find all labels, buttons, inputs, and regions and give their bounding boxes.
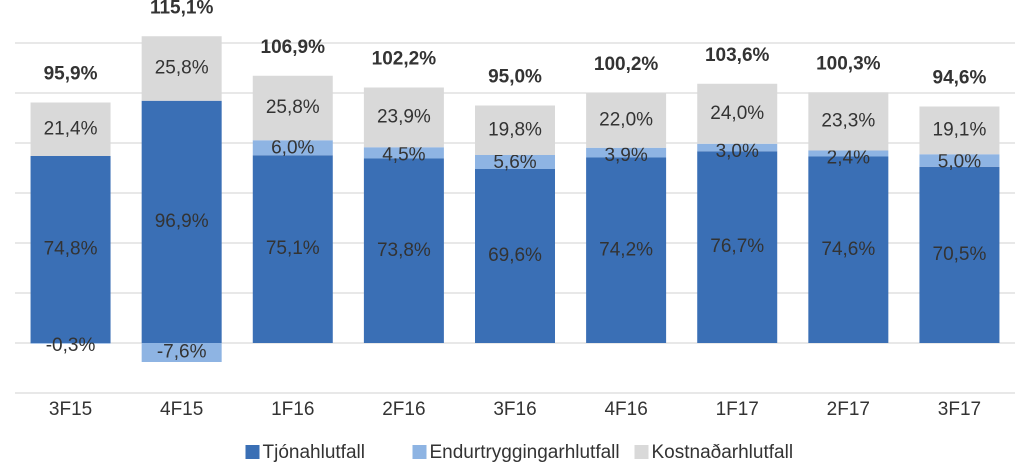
data-label: 70,5%	[933, 244, 987, 265]
bar-segment	[30, 156, 111, 343]
data-label: 25,8%	[155, 58, 209, 79]
legend-label: Kostnaðarhlutfall	[652, 442, 794, 463]
total-label: 102,2%	[372, 49, 437, 70]
data-label: 69,6%	[488, 245, 542, 266]
bar-segment	[697, 143, 778, 152]
bar-segment	[919, 106, 1000, 155]
bar-segment	[363, 147, 444, 159]
bar-segment	[30, 343, 111, 344]
data-label: 74,6%	[821, 239, 875, 260]
data-label: 6,0%	[271, 137, 314, 158]
x-tick-label: 1F17	[716, 399, 759, 420]
legend-swatch	[412, 445, 427, 459]
bar-segment	[586, 92, 667, 148]
data-label: 19,1%	[933, 119, 987, 140]
data-label: -0,3%	[46, 335, 96, 356]
x-tick-label: 4F16	[604, 399, 647, 420]
bar-segment	[475, 155, 555, 169]
data-label: 23,9%	[377, 106, 431, 127]
bar-segment	[697, 151, 778, 343]
bar-segment	[808, 92, 889, 151]
data-label: 74,2%	[599, 239, 653, 260]
bar-segment	[697, 83, 778, 144]
bar-segment	[30, 102, 111, 156]
data-label: 76,7%	[710, 236, 764, 257]
data-label: 4,5%	[382, 144, 425, 165]
legend-label: Tjónahlutfall	[263, 442, 365, 463]
bar-segment	[586, 157, 667, 343]
x-tick-label: 3F15	[49, 399, 92, 420]
data-label: 19,8%	[488, 119, 542, 140]
total-label: 100,2%	[594, 54, 659, 75]
data-label: 3,9%	[604, 145, 647, 166]
total-label: 103,6%	[705, 45, 770, 66]
x-tick-label: 2F17	[827, 399, 870, 420]
data-label: 24,0%	[710, 103, 764, 124]
x-tick-label: 1F16	[271, 399, 314, 420]
total-label: 95,9%	[44, 64, 98, 85]
bar-segment	[919, 166, 1000, 343]
data-label: 21,4%	[44, 118, 98, 139]
data-label: 22,0%	[599, 109, 653, 130]
data-label: -7,6%	[157, 342, 207, 363]
total-label: 100,3%	[816, 53, 881, 74]
legend-label: Endurtryggingarhlutfall	[430, 442, 620, 463]
x-tick-label: 3F16	[493, 399, 536, 420]
total-label: 94,6%	[933, 68, 987, 89]
x-tick-label: 2F16	[382, 399, 425, 420]
bar-segment	[252, 75, 333, 141]
legend-swatch	[634, 445, 649, 459]
bar-segment	[252, 155, 333, 343]
bar-segment	[475, 169, 555, 343]
data-label: 5,6%	[493, 152, 536, 173]
data-label: 3,0%	[716, 141, 759, 162]
bar-segment	[252, 140, 333, 156]
x-tick-label: 3F17	[938, 399, 981, 420]
data-label: 5,0%	[938, 151, 981, 172]
data-label: 2,4%	[827, 148, 870, 169]
bar-segment	[808, 150, 889, 157]
data-label: 74,8%	[44, 239, 98, 260]
data-label: 25,8%	[266, 97, 320, 118]
bar-segment	[475, 105, 555, 155]
data-label: 73,8%	[377, 240, 431, 261]
bar-segment	[363, 87, 444, 148]
bar-segment	[363, 158, 444, 343]
bar-segment	[808, 156, 889, 343]
bar-segment	[141, 343, 222, 362]
total-label: 95,0%	[488, 67, 542, 88]
bar-segment	[141, 100, 222, 343]
bar-segment	[586, 147, 667, 158]
bar-segment	[919, 154, 1000, 167]
x-tick-label: 4F15	[160, 399, 203, 420]
legend-swatch	[245, 445, 260, 459]
data-label: 23,3%	[821, 110, 875, 131]
total-label: 115,1%	[150, 0, 213, 18]
bar-segment	[141, 36, 222, 101]
data-label: 75,1%	[266, 238, 320, 259]
total-label: 106,9%	[261, 37, 326, 58]
data-label: 96,9%	[155, 211, 209, 232]
